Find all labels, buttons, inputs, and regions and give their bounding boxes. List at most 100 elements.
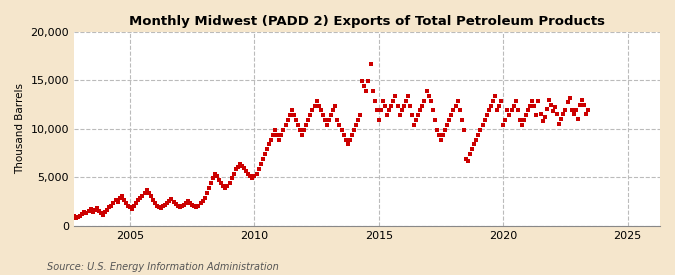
Point bbox=[73, 214, 84, 219]
Point bbox=[417, 103, 428, 108]
Point bbox=[319, 118, 330, 122]
Point bbox=[415, 108, 426, 113]
Point bbox=[572, 117, 583, 122]
Point bbox=[340, 138, 351, 142]
Point bbox=[199, 196, 210, 200]
Point bbox=[388, 99, 399, 103]
Point bbox=[423, 94, 434, 98]
Point bbox=[147, 197, 158, 202]
Point bbox=[118, 197, 129, 202]
Point bbox=[558, 112, 569, 117]
Point bbox=[116, 194, 127, 198]
Point bbox=[91, 206, 102, 211]
Point bbox=[195, 200, 206, 205]
Point bbox=[276, 133, 287, 137]
Point bbox=[344, 138, 355, 142]
Point bbox=[69, 214, 80, 218]
Point bbox=[580, 112, 591, 117]
Point bbox=[94, 209, 105, 214]
Point bbox=[58, 215, 69, 219]
Point bbox=[440, 128, 451, 132]
Point bbox=[189, 204, 200, 209]
Point bbox=[222, 184, 233, 188]
Point bbox=[247, 176, 258, 181]
Point bbox=[218, 184, 229, 188]
Point bbox=[458, 128, 469, 132]
Point bbox=[369, 99, 380, 103]
Point bbox=[522, 108, 533, 113]
Point bbox=[355, 113, 366, 117]
Point bbox=[363, 79, 374, 84]
Point bbox=[373, 118, 384, 122]
Point bbox=[104, 205, 115, 210]
Point bbox=[452, 99, 463, 103]
Point bbox=[527, 99, 538, 103]
Point bbox=[336, 128, 347, 132]
Point bbox=[174, 205, 185, 210]
Point bbox=[100, 210, 111, 214]
Point bbox=[450, 103, 461, 108]
Point bbox=[489, 94, 500, 98]
Point bbox=[257, 157, 268, 161]
Point bbox=[549, 104, 560, 109]
Point bbox=[129, 203, 140, 208]
Point bbox=[297, 133, 308, 137]
Point bbox=[191, 205, 202, 210]
Point bbox=[139, 191, 150, 195]
Point bbox=[164, 199, 175, 203]
Point bbox=[404, 103, 415, 108]
Point bbox=[394, 113, 405, 117]
Point bbox=[427, 108, 438, 113]
Point bbox=[435, 138, 446, 142]
Point bbox=[386, 103, 397, 108]
Point bbox=[149, 200, 160, 205]
Point bbox=[479, 118, 490, 122]
Point bbox=[212, 174, 223, 179]
Point bbox=[108, 200, 119, 205]
Point bbox=[469, 142, 480, 147]
Point bbox=[81, 211, 92, 216]
Point bbox=[541, 106, 552, 111]
Point bbox=[481, 113, 492, 117]
Point bbox=[545, 103, 556, 107]
Point bbox=[201, 191, 212, 195]
Point bbox=[551, 112, 562, 117]
Point bbox=[259, 152, 270, 156]
Point bbox=[539, 115, 550, 119]
Point bbox=[284, 113, 295, 117]
Point bbox=[56, 216, 67, 220]
Point bbox=[303, 118, 314, 122]
Point bbox=[154, 205, 165, 210]
Point bbox=[131, 200, 142, 205]
Point bbox=[282, 118, 293, 122]
Point bbox=[85, 207, 96, 211]
Point bbox=[371, 108, 382, 113]
Point bbox=[197, 199, 208, 203]
Point bbox=[342, 142, 353, 147]
Point bbox=[187, 202, 198, 207]
Point bbox=[512, 108, 523, 113]
Point bbox=[133, 197, 144, 202]
Point bbox=[529, 103, 540, 108]
Point bbox=[533, 99, 544, 103]
Point bbox=[570, 107, 581, 112]
Point bbox=[278, 128, 289, 132]
Point bbox=[208, 176, 219, 181]
Point bbox=[98, 213, 109, 218]
Point bbox=[574, 103, 585, 107]
Point bbox=[357, 79, 368, 84]
Point bbox=[239, 166, 250, 170]
Point bbox=[444, 118, 455, 122]
Point bbox=[419, 99, 430, 103]
Point bbox=[228, 171, 239, 176]
Point bbox=[495, 99, 506, 103]
Point bbox=[500, 118, 511, 122]
Point bbox=[367, 89, 378, 93]
Point bbox=[348, 128, 359, 132]
Point bbox=[123, 203, 134, 208]
Point bbox=[379, 103, 390, 108]
Point bbox=[524, 103, 535, 108]
Point bbox=[288, 113, 299, 117]
Point bbox=[158, 204, 169, 209]
Point bbox=[268, 133, 279, 137]
